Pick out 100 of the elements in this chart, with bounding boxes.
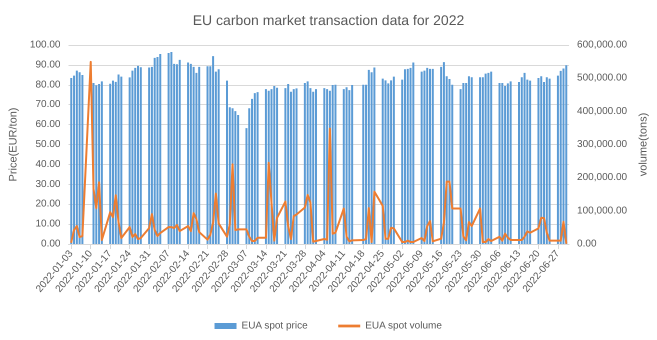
bar: [256, 92, 259, 244]
bar: [504, 86, 506, 244]
bar: [429, 68, 432, 244]
bar: [134, 68, 136, 244]
bar: [560, 70, 562, 244]
bar: [273, 86, 276, 244]
bar: [76, 70, 78, 244]
bar: [468, 76, 470, 244]
bar: [109, 84, 112, 244]
bar: [206, 66, 209, 244]
y2-tick-label: 500,000.00: [577, 72, 628, 84]
bar: [170, 52, 172, 244]
line-series: [70, 60, 568, 244]
bar: [323, 88, 326, 244]
bar: [112, 80, 114, 244]
bar: [412, 62, 414, 244]
bar: [70, 78, 72, 244]
bar: [548, 78, 551, 244]
bar: [254, 93, 256, 244]
bar: [284, 88, 286, 244]
y-tick-label: 70.00: [35, 99, 61, 110]
bar: [540, 76, 542, 244]
bar: [140, 67, 142, 244]
bar: [420, 72, 423, 244]
bar: [159, 54, 162, 244]
bar: [510, 81, 512, 244]
y2-tick-label: 100,000.00: [577, 205, 628, 216]
bar: [95, 85, 98, 244]
bar: [314, 89, 317, 244]
bar: [306, 81, 309, 244]
bar: [470, 77, 473, 244]
bar: [237, 115, 240, 244]
y-tick-label: 10.00: [35, 218, 61, 230]
bar: [462, 83, 464, 244]
bar: [448, 79, 450, 244]
bar: [176, 64, 178, 244]
bar: [148, 67, 150, 244]
bar: [501, 83, 504, 244]
chart-title: EU carbon market transaction data for 2022: [192, 12, 465, 28]
y-tick-label: 40.00: [35, 158, 61, 170]
bar: [304, 83, 306, 244]
bar: [426, 68, 428, 244]
bar: [287, 84, 290, 244]
bar: [292, 89, 295, 244]
bar: [406, 68, 409, 244]
bar: [218, 69, 220, 244]
y2-tick-label: 0.00: [577, 238, 597, 250]
y2-tick-label: 200,000.00: [577, 172, 628, 184]
bar: [546, 77, 548, 244]
y-tick-label: 80.00: [35, 79, 61, 90]
y-tick-label: 100.00: [30, 40, 61, 50]
bar: [520, 77, 523, 244]
bar: [190, 64, 192, 244]
bar: [131, 70, 134, 244]
bar: [342, 89, 345, 244]
bar: [187, 62, 190, 244]
y2-axis-title: volume(tons): [638, 112, 650, 176]
bar: [484, 74, 487, 244]
y-tick-label: 30.00: [35, 178, 61, 190]
bar: [156, 56, 158, 244]
bar: [178, 60, 181, 244]
bar: [118, 74, 120, 244]
bar: [384, 80, 387, 244]
bar: [387, 83, 390, 244]
y-tick-label: 90.00: [35, 59, 61, 70]
bar: [498, 83, 501, 244]
bar: [482, 77, 484, 244]
bar: [404, 69, 406, 244]
bar: [524, 72, 526, 244]
bar: [529, 80, 532, 244]
bar: [346, 87, 348, 244]
legend-label: EUA spot volume: [365, 320, 442, 332]
bar: [168, 52, 170, 244]
bar: [506, 83, 509, 244]
bar: [226, 80, 228, 244]
bar: [565, 65, 568, 244]
y-axis-title: Price(EUR/ton): [8, 108, 20, 182]
bar: [390, 80, 392, 244]
bar: [212, 56, 214, 244]
bar: [479, 77, 482, 244]
bar: [368, 70, 370, 244]
y-tick-label: 50.00: [35, 139, 61, 150]
y2-tick-label: 300,000.00: [577, 139, 628, 150]
bar: [562, 68, 564, 244]
legend-label: EUA spot price: [242, 320, 308, 332]
bar: [198, 66, 200, 244]
bar: [154, 58, 156, 244]
bar: [276, 88, 278, 244]
y2-tick-label: 400,000.00: [577, 106, 628, 117]
bar: [120, 76, 122, 244]
bar: [334, 84, 336, 244]
y-tick-label: 20.00: [35, 198, 61, 210]
bar: [296, 88, 298, 244]
bar: [432, 68, 434, 244]
y-tick-label: 60.00: [35, 119, 61, 130]
bar: [382, 78, 384, 244]
bar: [351, 85, 354, 244]
bar: [373, 67, 376, 244]
bar: [392, 76, 395, 244]
bar: [137, 66, 140, 244]
